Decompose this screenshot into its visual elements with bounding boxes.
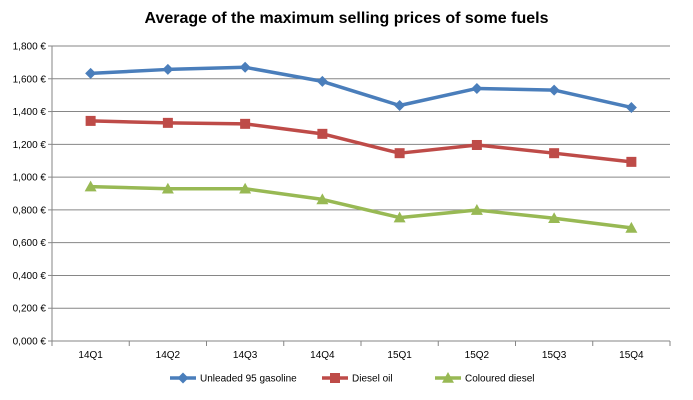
y-tick-label: 1,400 € xyxy=(13,107,47,118)
data-point-diesel-oil xyxy=(85,115,96,126)
data-point-coloured-diesel xyxy=(84,180,97,192)
x-tick-label: 14Q1 xyxy=(78,350,103,361)
y-tick-label: 0,000 € xyxy=(13,337,47,348)
data-point-unleaded-95-gasoline xyxy=(239,61,251,73)
data-point-diesel-oil xyxy=(626,156,637,167)
data-point-coloured-diesel xyxy=(239,182,252,194)
data-point-diesel-oil xyxy=(549,148,560,159)
chart-title: Average of the maximum selling prices of… xyxy=(144,10,549,27)
legend-marker-diesel-oil xyxy=(330,373,340,383)
data-point-diesel-oil xyxy=(240,118,251,129)
data-point-unleaded-95-gasoline xyxy=(162,63,174,75)
data-point-unleaded-95-gasoline xyxy=(471,82,483,94)
data-point-unleaded-95-gasoline xyxy=(548,84,560,96)
y-tick-label: 0,200 € xyxy=(13,304,47,315)
legend-marker-unleaded-95-gasoline xyxy=(177,372,189,384)
legend-label-unleaded-95-gasoline: Unleaded 95 gasoline xyxy=(200,374,297,385)
y-tick-label: 1,800 € xyxy=(13,42,47,53)
data-point-coloured-diesel xyxy=(548,212,561,224)
y-tick-label: 1,200 € xyxy=(13,140,47,151)
x-tick-label: 15Q3 xyxy=(542,350,567,361)
legend-marker-coloured-diesel xyxy=(442,372,454,383)
y-tick-label: 0,800 € xyxy=(13,205,47,216)
x-tick-label: 15Q4 xyxy=(619,350,644,361)
data-point-coloured-diesel xyxy=(161,182,174,194)
x-tick-label: 15Q1 xyxy=(387,350,412,361)
series-line-coloured-diesel xyxy=(90,184,632,230)
data-point-diesel-oil xyxy=(162,117,173,128)
x-tick-label: 14Q2 xyxy=(156,350,181,361)
y-tick-label: 1,000 € xyxy=(13,173,47,184)
series-line-unleaded-95-gasoline xyxy=(90,65,632,110)
data-point-coloured-diesel xyxy=(393,211,406,223)
x-tick-label: 14Q4 xyxy=(310,350,335,361)
x-tick-label: 15Q2 xyxy=(465,350,490,361)
series-line-diesel-oil xyxy=(90,119,632,164)
x-tick-label: 14Q3 xyxy=(233,350,258,361)
y-tick-label: 0,400 € xyxy=(13,271,47,282)
legend-label-coloured-diesel: Coloured diesel xyxy=(465,374,535,385)
data-point-unleaded-95-gasoline xyxy=(316,75,328,87)
data-point-coloured-diesel xyxy=(316,193,329,205)
y-tick-label: 1,600 € xyxy=(13,74,47,85)
data-point-unleaded-95-gasoline xyxy=(85,67,97,79)
y-tick-label: 0,600 € xyxy=(13,238,47,249)
data-point-unleaded-95-gasoline xyxy=(625,101,637,113)
data-point-diesel-oil xyxy=(394,148,405,159)
data-point-diesel-oil xyxy=(471,139,482,150)
legend-label-diesel-oil: Diesel oil xyxy=(352,374,393,385)
data-point-diesel-oil xyxy=(317,128,328,139)
data-point-unleaded-95-gasoline xyxy=(394,99,406,111)
data-point-coloured-diesel xyxy=(470,204,483,215)
data-point-coloured-diesel xyxy=(625,221,638,233)
